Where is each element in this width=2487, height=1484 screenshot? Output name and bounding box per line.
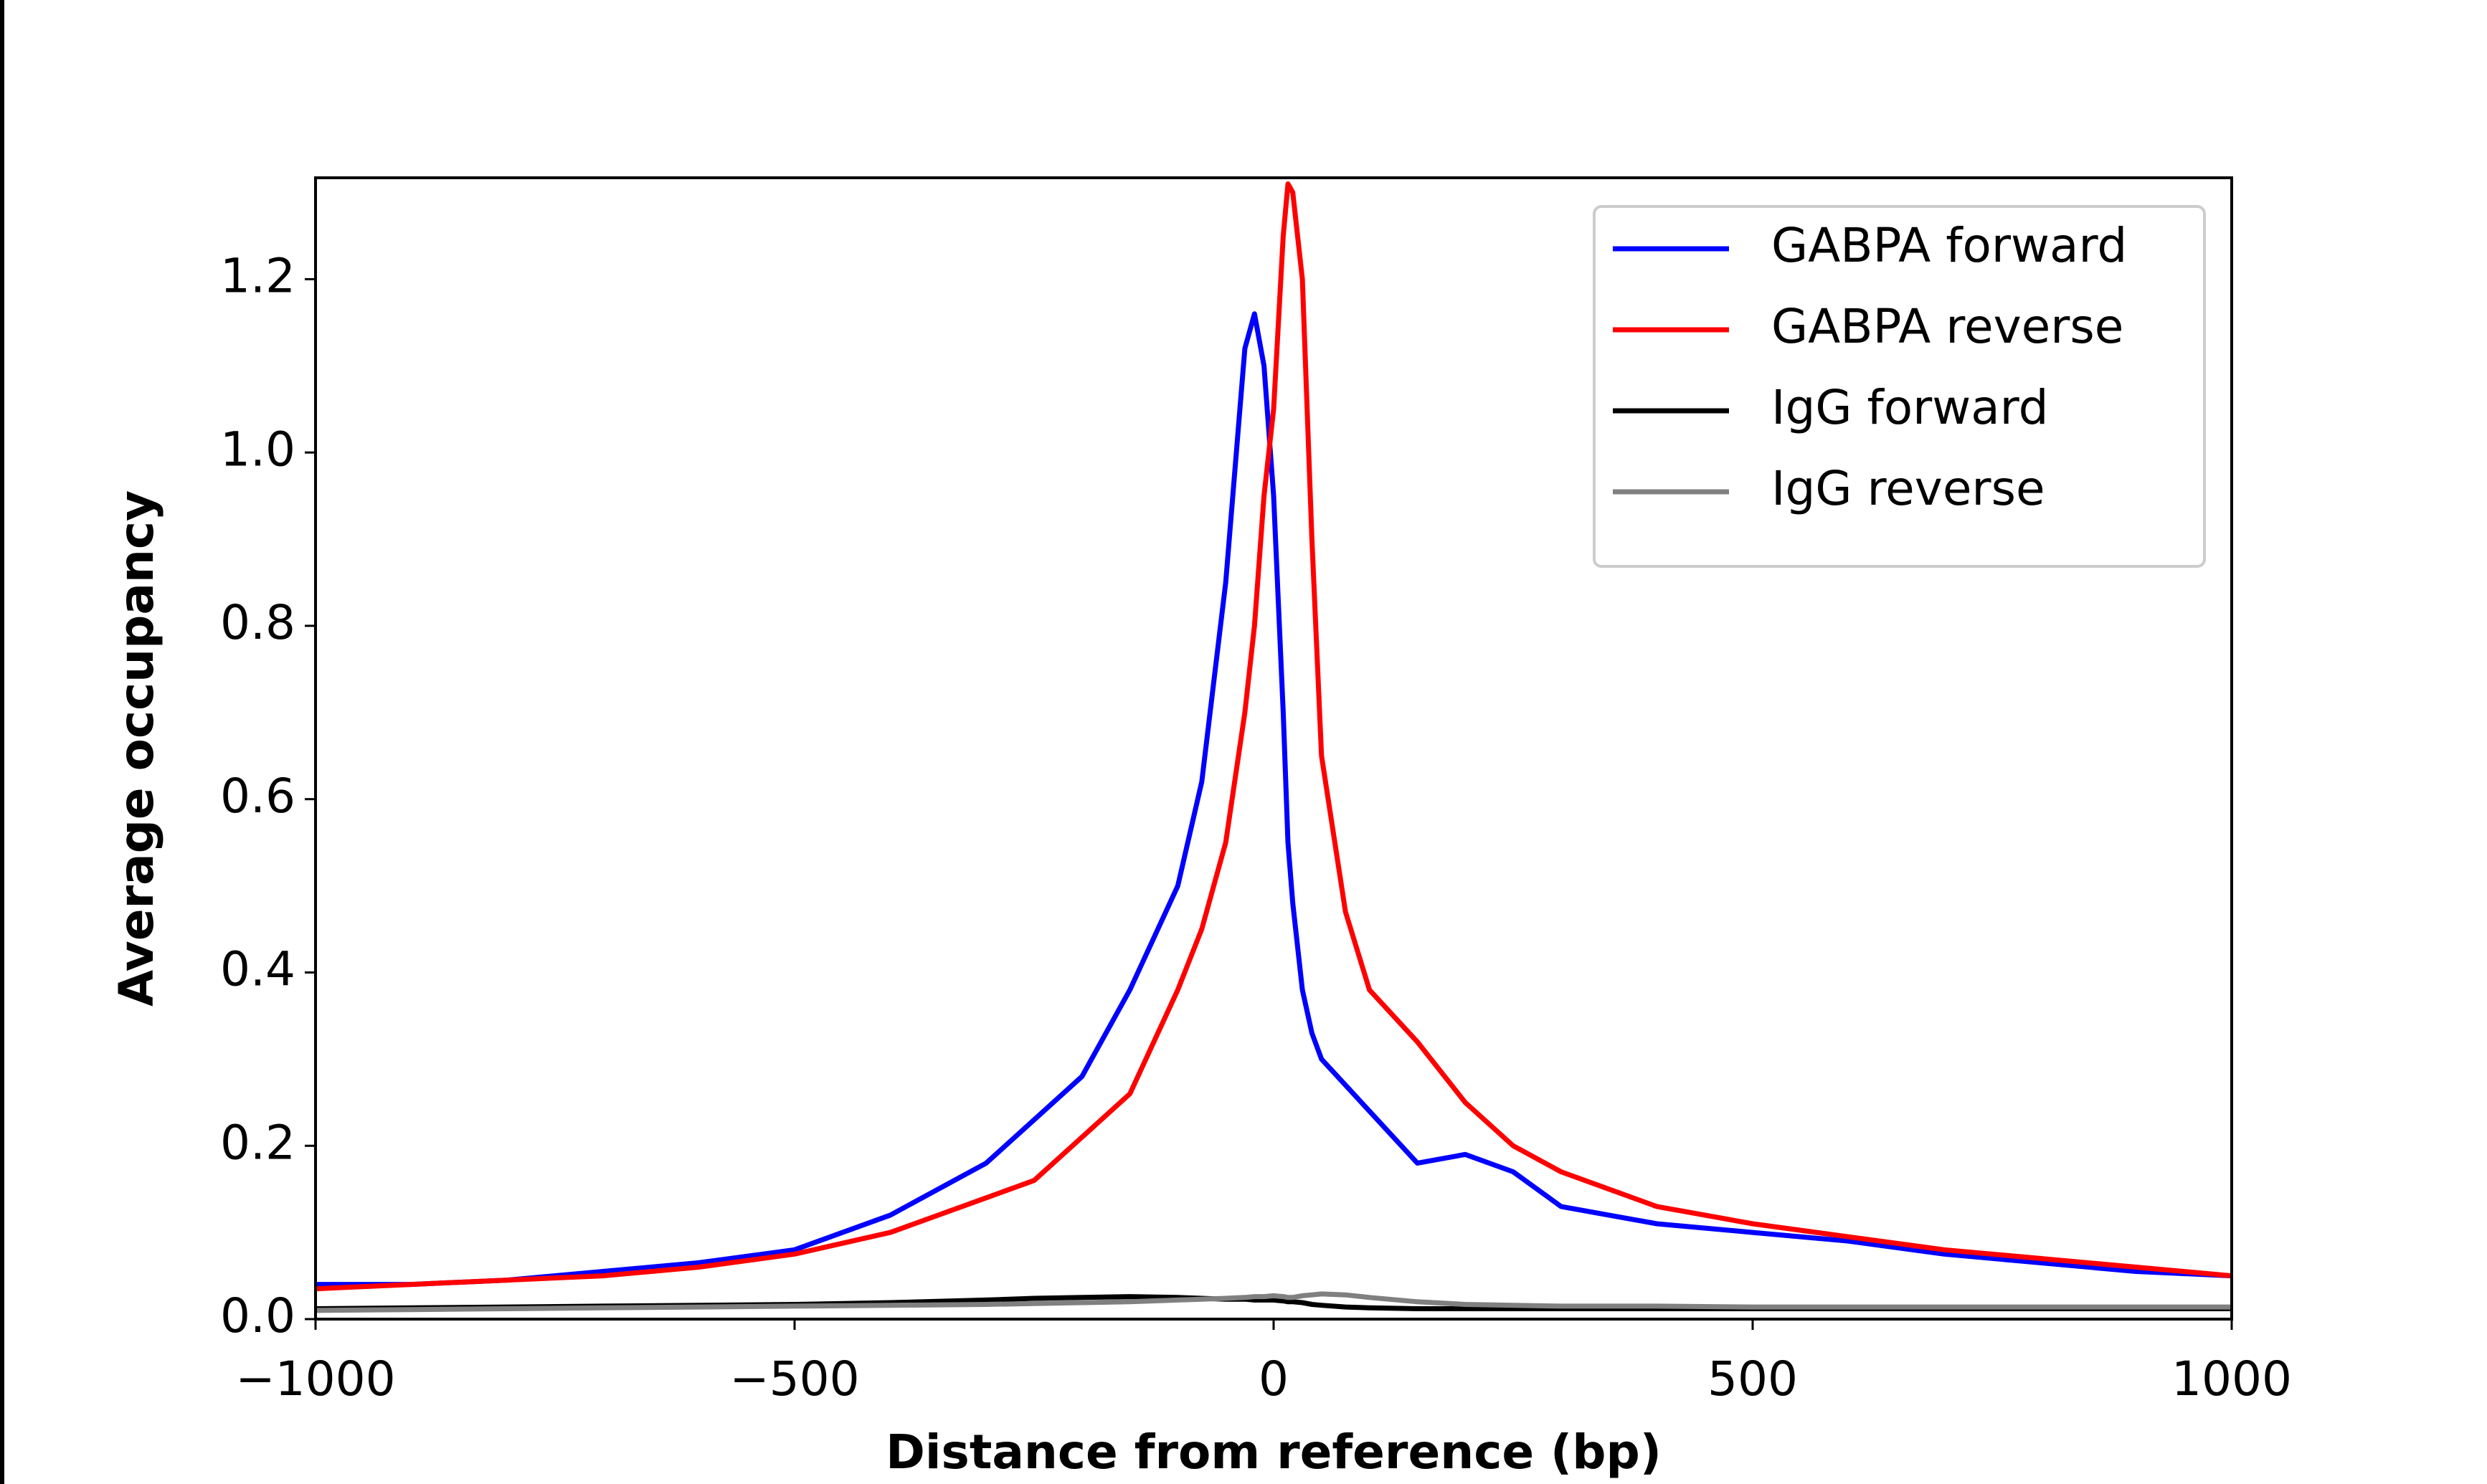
y-tick-label: 1.0 — [220, 422, 295, 477]
legend-label: GABPA forward — [1771, 218, 2127, 273]
x-tick-label: −1000 — [235, 1351, 395, 1407]
x-tick-label: −500 — [729, 1351, 859, 1407]
series-line — [316, 1294, 2232, 1311]
series-line — [316, 311, 2232, 1288]
x-tick-label: 0 — [1259, 1351, 1289, 1407]
plot-frame — [314, 176, 2233, 1321]
x-tick-label: 1000 — [2171, 1351, 2292, 1407]
y-tick-label: 1.2 — [220, 248, 295, 303]
y-tick-label: 0.2 — [220, 1115, 295, 1170]
y-tick-label: 0.0 — [220, 1288, 295, 1343]
series-line — [316, 181, 2232, 1292]
x-tick-label: 500 — [1707, 1351, 1798, 1407]
x-axis-label: Distance from reference (bp) — [886, 1424, 1662, 1480]
y-tick-label: 0.4 — [220, 942, 295, 997]
y-tick-label: 0.6 — [220, 769, 295, 824]
legend-label: GABPA reverse — [1771, 299, 2123, 354]
legend-label: IgG reverse — [1771, 461, 2045, 516]
legend-label: IgG forward — [1771, 380, 2049, 435]
legend-box — [1593, 205, 2206, 568]
series-line — [316, 1291, 2232, 1313]
y-axis-label: Average occupancy — [109, 490, 164, 1007]
y-tick-label: 0.8 — [220, 595, 295, 650]
left-border — [0, 0, 4, 1484]
